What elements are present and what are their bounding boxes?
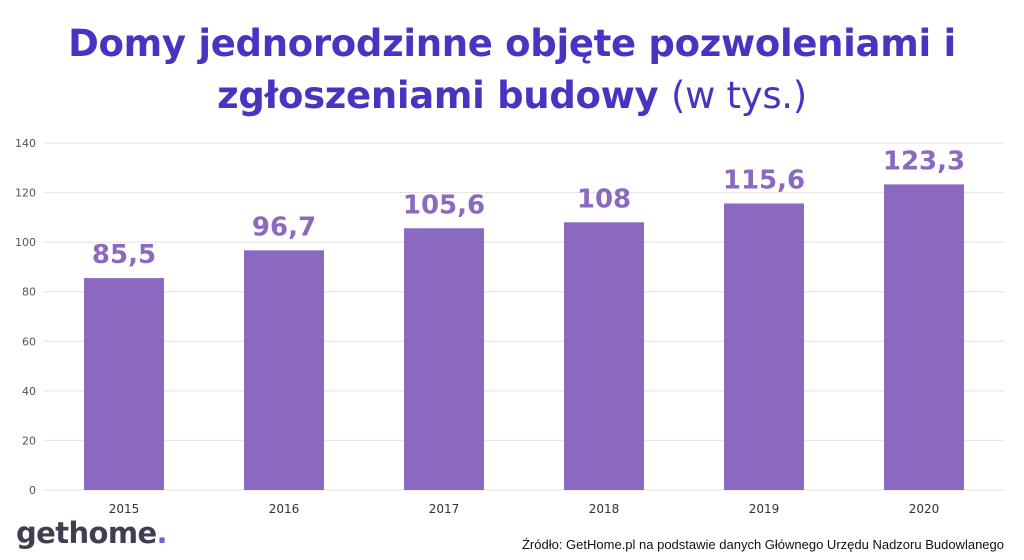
x-tick-label: 2020 (909, 502, 940, 516)
y-axis: 0 20 40 60 80 100 120 140 (15, 137, 36, 497)
bar-value-label: 85,5 (92, 240, 156, 270)
bar-2020 (884, 184, 964, 490)
gethome-logo: gethome. (16, 516, 168, 550)
source-note: Źródło: GetHome.pl na podstawie danych G… (521, 537, 1004, 552)
y-tick-label: 60 (22, 335, 36, 348)
x-tick-label: 2015 (109, 502, 140, 516)
bar-2017 (404, 228, 484, 490)
x-tick-label: 2017 (429, 502, 460, 516)
y-tick-label: 120 (15, 187, 36, 200)
y-tick-label: 20 (22, 434, 36, 447)
bars: 85,5 96,7 105,6 108 115,6 123,3 (84, 146, 965, 491)
bar-value-label: 105,6 (403, 190, 485, 220)
chart-title-unit: (w tys.) (670, 74, 807, 117)
bar-2015 (84, 278, 164, 490)
x-axis: 2015 2016 2017 2018 2019 2020 (109, 502, 940, 516)
chart-title: Domy jednorodzinne objęte pozwoleniami i… (0, 18, 1024, 122)
chart-title-main: Domy jednorodzinne objęte pozwoleniami i… (68, 22, 956, 117)
bar-value-label: 115,6 (723, 165, 805, 195)
gridlines (44, 142, 1004, 491)
bar-2018 (564, 222, 644, 491)
logo-text: gethome (16, 516, 157, 550)
logo-dot: . (156, 516, 168, 550)
bar-2016 (244, 250, 324, 490)
y-tick-label: 140 (15, 137, 36, 150)
y-tick-label: 40 (22, 385, 36, 398)
bar-value-label: 123,3 (883, 146, 965, 176)
y-tick-label: 0 (29, 484, 36, 497)
y-tick-label: 80 (22, 286, 36, 299)
bar-2019 (724, 203, 804, 490)
y-tick-label: 100 (15, 236, 36, 249)
x-tick-label: 2019 (749, 502, 780, 516)
x-tick-label: 2016 (269, 502, 300, 516)
x-tick-label: 2018 (589, 502, 620, 516)
bar-value-label: 108 (577, 184, 631, 214)
bar-value-label: 96,7 (252, 212, 316, 242)
